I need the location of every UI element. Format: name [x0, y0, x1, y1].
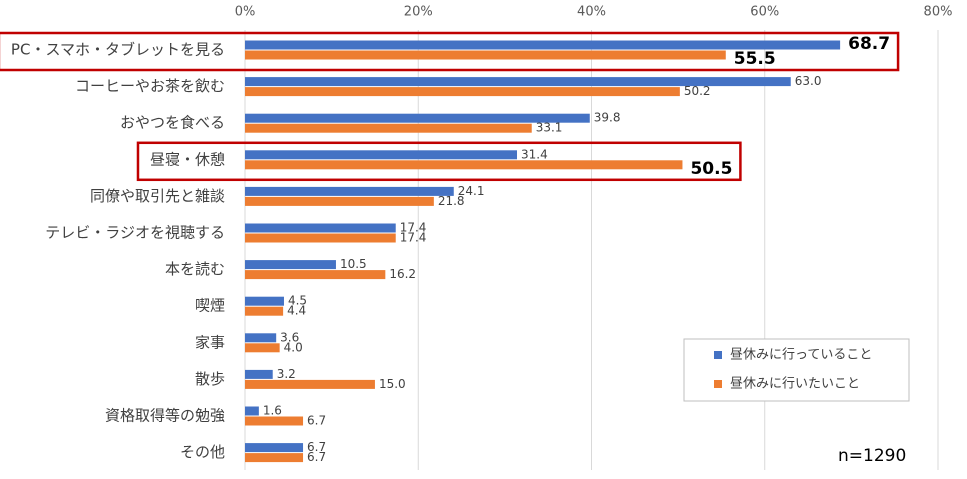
value-label: 4.4 — [287, 304, 306, 318]
bars — [245, 40, 841, 463]
value-label: 21.8 — [438, 194, 465, 208]
bar — [245, 416, 304, 426]
bar — [245, 196, 434, 206]
bar — [245, 233, 396, 243]
bar — [245, 113, 590, 123]
value-label: 33.1 — [536, 121, 563, 135]
legend-box — [683, 338, 910, 402]
bar — [245, 260, 336, 270]
bar — [245, 186, 454, 196]
highlight-box — [136, 141, 742, 182]
highlight-box — [0, 31, 900, 72]
x-tick-label: 40% — [577, 5, 606, 20]
value-label: 39.8 — [594, 111, 621, 125]
category-label: テレビ・ラジオを視聴する — [45, 224, 225, 242]
value-label: 3.2 — [277, 367, 296, 381]
bar — [245, 443, 304, 453]
bar — [245, 379, 375, 389]
value-label: 63.0 — [795, 74, 822, 88]
legend-label: 昼休みに行っていること — [730, 348, 872, 363]
value-label: 68.7 — [848, 34, 890, 54]
value-label: 55.5 — [734, 49, 776, 69]
value-label: 4.5 — [288, 294, 307, 308]
bar — [245, 333, 277, 343]
bar — [245, 369, 273, 379]
category-label: 家事 — [195, 333, 225, 351]
category-label: 同僚や取引先と雑談 — [90, 187, 225, 205]
category-label: おやつを食べる — [120, 114, 225, 132]
x-tick-label: 20% — [404, 5, 433, 20]
bar — [245, 453, 304, 463]
value-label: 17.4 — [400, 221, 427, 235]
value-label: 6.7 — [307, 450, 326, 464]
annotation: n=1290 — [838, 446, 906, 466]
value-label: 16.2 — [389, 267, 416, 281]
labels: 0% 20% 40% 60% 80% PC・スマホ・タブレットを見る 68.7 55.5 コーヒ… — [0, 5, 953, 464]
value-label: 50.2 — [684, 84, 711, 98]
value-label: 4.0 — [284, 340, 303, 354]
bar — [245, 343, 280, 353]
value-label: 6.7 — [307, 440, 326, 454]
category-label: 喫煙 — [195, 297, 225, 315]
value-label: 6.7 — [307, 414, 326, 428]
value-label: 10.5 — [340, 257, 367, 271]
bar — [245, 123, 532, 133]
legend-label: 昼休みに行いたいこと — [730, 377, 860, 392]
value-label: 3.6 — [280, 330, 299, 344]
value-label: 50.5 — [690, 159, 732, 179]
x-tick-label: 0% — [235, 5, 256, 20]
category-label: 資格取得等の勉強 — [105, 407, 225, 425]
bar — [245, 77, 791, 87]
value-label: 17.4 — [400, 231, 427, 245]
category-label: 昼寝・休憩 — [150, 150, 225, 168]
value-label: 15.0 — [379, 377, 406, 391]
category-label: 散歩 — [195, 370, 225, 388]
bar — [245, 50, 726, 60]
bar — [245, 40, 841, 50]
bar — [245, 406, 259, 416]
bar — [245, 270, 386, 280]
legend-swatch — [714, 351, 722, 359]
x-tick-label: 60% — [750, 5, 779, 20]
category-label: PC・スマホ・タブレットを見る — [11, 41, 225, 59]
x-tick-label: 80% — [924, 5, 953, 20]
category-label: その他 — [180, 443, 225, 461]
bar — [245, 150, 518, 160]
value-label: 1.6 — [263, 404, 282, 418]
bar — [245, 306, 284, 316]
legend-swatch — [714, 380, 722, 388]
bar — [245, 87, 680, 97]
bar — [245, 160, 683, 170]
value-label: 31.4 — [521, 147, 548, 161]
category-label: コーヒーやお茶を飲む — [75, 77, 225, 95]
value-label: 24.1 — [458, 184, 485, 198]
bar — [245, 223, 396, 233]
category-label: 本を読む — [165, 260, 225, 278]
bar — [245, 296, 284, 306]
